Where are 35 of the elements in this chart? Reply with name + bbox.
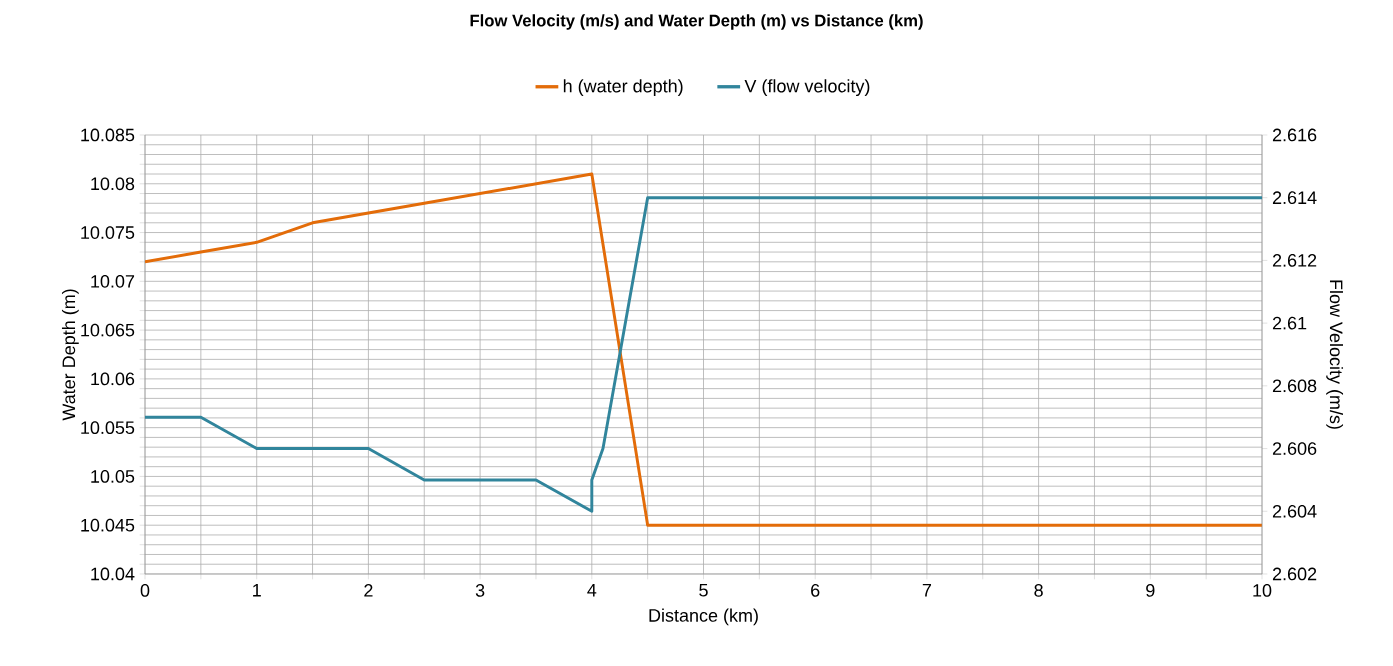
y-tick-label: 10.055	[81, 421, 135, 435]
x-tick-label: 10	[1253, 584, 1272, 597]
legend-label: V (flow velocity)	[744, 79, 870, 97]
chart-title: Flow Velocity (m/s) and Water Depth (m) vs Distance (km)	[470, 14, 923, 30]
x-tick-label: 5	[699, 584, 708, 597]
y-tick-label: 10.045	[81, 518, 135, 532]
x-tick-label: 2	[364, 584, 373, 597]
y2-axis-title: Flow Velocity (m/s)	[1326, 280, 1344, 429]
x-tick-label: 4	[587, 584, 597, 597]
y-tick-label: 10.085	[81, 128, 135, 142]
legend-label: h (water depth)	[563, 79, 683, 97]
y-tick-label: 10.075	[81, 226, 135, 239]
x-tick-label: 8	[1034, 584, 1043, 597]
x-tick-label: 6	[811, 584, 820, 597]
y2-tick-label: 2.604	[1272, 504, 1317, 518]
y2-tick-label: 2.606	[1272, 442, 1317, 455]
y-tick-label: 10.065	[81, 323, 135, 337]
y2-tick-label: 2.612	[1272, 254, 1317, 267]
x-axis-title: Distance (km)	[649, 608, 758, 626]
y2-tick-label: 2.608	[1272, 379, 1317, 393]
y-axis-title: Water Depth (m)	[61, 289, 79, 421]
x-tick-label: 7	[922, 584, 932, 597]
x-tick-label: 0	[140, 584, 150, 597]
x-tick-label: 3	[475, 584, 485, 597]
y2-tick-label: 2.616	[1272, 128, 1317, 142]
y-tick-label: 10.08	[91, 177, 135, 191]
y2-tick-label: 2.614	[1272, 191, 1317, 205]
y-tick-label: 10.05	[91, 470, 135, 483]
x-tick-label: 9	[1146, 584, 1155, 597]
y-tick-label: 10.07	[91, 274, 135, 288]
x-tick-label: 1	[253, 584, 261, 597]
y-tick-label: 10.06	[91, 372, 135, 386]
y2-tick-label: 2.602	[1272, 567, 1317, 581]
y2-tick-label: 2.61	[1272, 316, 1307, 330]
y-tick-label: 10.04	[91, 567, 135, 581]
